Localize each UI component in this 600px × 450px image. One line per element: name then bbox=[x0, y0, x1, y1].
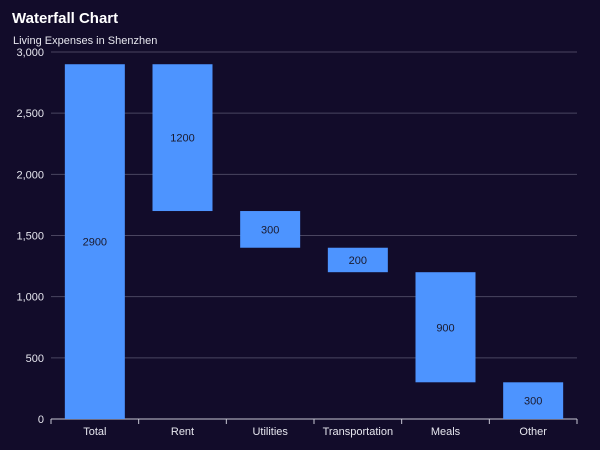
x-tick-label: Transportation bbox=[323, 426, 394, 438]
data-label: 900 bbox=[436, 322, 454, 334]
x-tick-label: Rent bbox=[171, 426, 194, 438]
bar bbox=[64, 64, 125, 419]
data-label: 2900 bbox=[83, 237, 107, 249]
chart-title: Waterfall Chart bbox=[12, 10, 119, 27]
y-tick-label: 2,000 bbox=[16, 169, 44, 181]
x-tick-label: Total bbox=[83, 426, 106, 438]
y-tick-label: 2,500 bbox=[16, 108, 44, 120]
x-tick-label: Other bbox=[519, 426, 547, 438]
x-tick-label: Meals bbox=[431, 426, 461, 438]
data-label: 300 bbox=[524, 396, 542, 408]
x-tick-label: Utilities bbox=[252, 426, 288, 438]
chart-subtitle: Living Expenses in Shenzhen bbox=[13, 35, 158, 47]
bar bbox=[415, 272, 476, 383]
y-tick-label: 0 bbox=[38, 414, 44, 426]
y-tick-label: 1,000 bbox=[16, 292, 44, 304]
y-tick-label: 500 bbox=[26, 353, 44, 365]
data-label: 200 bbox=[349, 255, 367, 267]
data-label: 300 bbox=[261, 224, 279, 236]
y-tick-label: 1,500 bbox=[16, 231, 44, 243]
data-label: 1200 bbox=[170, 133, 194, 145]
bar bbox=[240, 211, 301, 248]
bar bbox=[152, 64, 213, 212]
bar bbox=[327, 247, 388, 273]
y-tick-label: 3,000 bbox=[16, 47, 44, 59]
bar bbox=[503, 382, 564, 419]
